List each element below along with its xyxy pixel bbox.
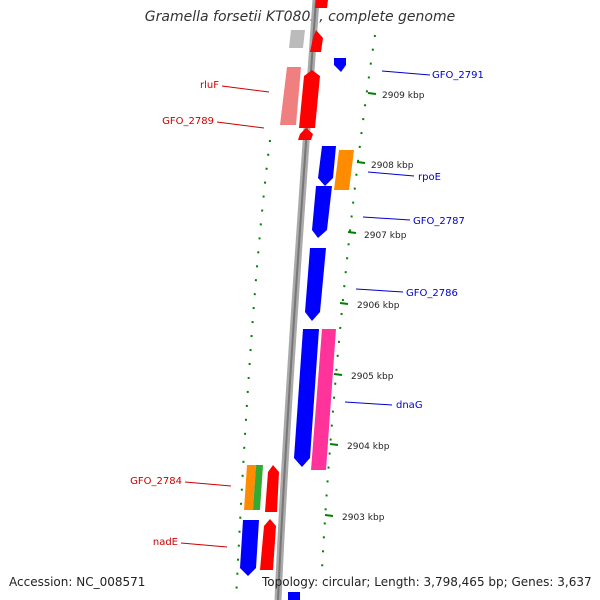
gene-nadE-partner: [260, 519, 276, 570]
tick-mark: [347, 231, 357, 234]
kbp-tick-label: 2905 kbp: [351, 372, 394, 382]
gene-nadE: [240, 520, 259, 576]
gene-GFO_2783: [265, 465, 279, 512]
kbp-tick-label: 2908 kbp: [371, 161, 414, 171]
gene-label-GFO_2791: GFO_2791: [432, 70, 484, 81]
accession-text: Accession: NC_008571: [9, 575, 146, 589]
gene-dnaG-partner: [311, 329, 336, 470]
gene-top-red-edge: [315, 0, 328, 8]
gene-GFO_2791: [334, 58, 346, 72]
label-connector: [216, 121, 265, 129]
label-connector: [180, 542, 228, 548]
right-gene-labels: GFO_2791 rpoE GFO_2787 GFO_2786 dnaG: [344, 70, 484, 411]
gene-label-dnaG: dnaG: [396, 400, 423, 411]
map-title: Gramella forsetii KT0803, complete genom…: [144, 9, 456, 25]
tick-mark: [367, 92, 377, 95]
label-connector: [184, 481, 232, 487]
tick-mark: [324, 514, 334, 517]
gene-grey: [289, 30, 305, 48]
kbp-tick-label: 2909 kbp: [382, 91, 425, 101]
other-genes: [244, 150, 354, 510]
label-connector: [344, 401, 393, 406]
left-gene-labels: rluF GFO_2789 GFO_2784 nadE: [130, 80, 270, 548]
kbp-tick-label: 2904 kbp: [347, 442, 390, 452]
gene-GFO_2786: [305, 248, 326, 321]
tick-mark: [356, 161, 366, 164]
kbp-tick-label: 2903 kbp: [342, 513, 385, 523]
gene-GFO_2784: [244, 465, 256, 510]
gene-rpoE: [334, 150, 354, 190]
gene-label-GFO_2786: GFO_2786: [406, 288, 458, 299]
reverse-strand-genes: [240, 58, 346, 600]
gene-rluF: [280, 67, 301, 125]
kbp-tick-label: 2907 kbp: [364, 231, 407, 241]
gene-label-GFO_2789: GFO_2789: [162, 116, 214, 127]
gene-label-rluF: rluF: [200, 80, 219, 91]
label-connector: [355, 288, 404, 293]
gene-GFO_2789-a: [299, 70, 320, 128]
gene-GFO_2787: [312, 186, 332, 238]
gene-label-rpoE: rpoE: [418, 172, 441, 183]
gene-top-red: [310, 30, 323, 52]
topology-text: Topology: circular; Length: 3,798,465 bp…: [262, 575, 592, 589]
label-connector: [221, 85, 270, 93]
forward-strand-genes: [260, 0, 328, 570]
label-connector: [367, 171, 415, 177]
label-connector: [381, 70, 431, 76]
gene-GFO_2788: [318, 146, 336, 186]
tick-mark: [339, 302, 349, 305]
label-connector: [362, 216, 411, 221]
gene-label-GFO_2787: GFO_2787: [413, 216, 465, 227]
gene-label-nadE: nadE: [153, 537, 178, 548]
tick-mark: [329, 443, 339, 446]
gene-GFO_2784-green: [253, 465, 263, 510]
gene-GFO_2789-b: [298, 128, 313, 140]
gene-bottom: [288, 592, 300, 600]
kbp-tick-label: 2906 kbp: [357, 301, 400, 311]
gene-dnaG: [294, 329, 319, 467]
tick-mark: [333, 373, 343, 376]
gene-label-GFO_2784: GFO_2784: [130, 476, 182, 487]
kbp-tick-marks: [324, 92, 377, 517]
